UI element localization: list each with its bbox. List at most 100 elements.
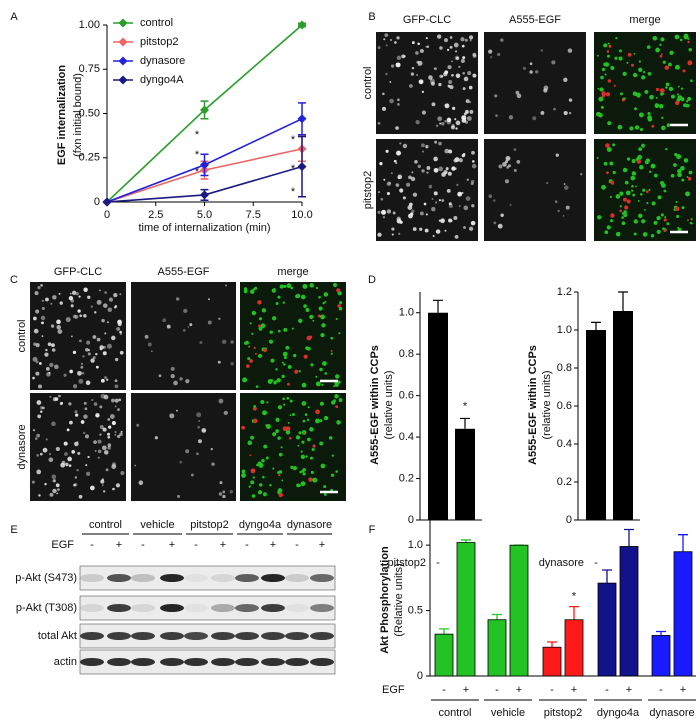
spot bbox=[117, 322, 122, 327]
spot bbox=[443, 170, 448, 175]
spot bbox=[247, 357, 251, 361]
spot bbox=[35, 343, 40, 348]
spot bbox=[322, 361, 327, 366]
spot bbox=[286, 283, 292, 289]
spot bbox=[663, 189, 667, 193]
spot bbox=[276, 471, 280, 474]
spot bbox=[99, 433, 102, 436]
spot bbox=[677, 172, 682, 178]
lane-label: + bbox=[116, 539, 122, 551]
spot bbox=[252, 406, 257, 411]
spot bbox=[49, 395, 52, 398]
spot bbox=[421, 169, 425, 173]
spot bbox=[626, 199, 631, 204]
spot bbox=[646, 45, 651, 49]
spot bbox=[633, 219, 638, 224]
spot bbox=[37, 285, 41, 290]
spot bbox=[621, 216, 624, 219]
point bbox=[297, 114, 307, 124]
spot bbox=[107, 443, 112, 447]
spot bbox=[260, 323, 266, 329]
spot bbox=[638, 67, 643, 72]
spot bbox=[282, 301, 285, 304]
spot bbox=[563, 183, 566, 185]
band bbox=[211, 574, 235, 582]
spot bbox=[610, 65, 615, 71]
spot bbox=[93, 402, 98, 406]
spot bbox=[269, 330, 273, 334]
spot bbox=[334, 382, 339, 387]
spot bbox=[59, 301, 63, 305]
y-tick-label: 0.8 bbox=[557, 362, 572, 374]
spot bbox=[540, 111, 545, 115]
spot bbox=[381, 209, 387, 215]
spot bbox=[409, 202, 413, 207]
spot bbox=[504, 179, 509, 184]
spot bbox=[419, 48, 424, 53]
spot bbox=[379, 162, 383, 166]
spot bbox=[669, 50, 674, 56]
group-label: control bbox=[89, 519, 122, 531]
spot bbox=[433, 67, 437, 71]
spot bbox=[189, 323, 193, 327]
spot bbox=[596, 54, 599, 57]
spot bbox=[269, 484, 272, 487]
x-tick-label: + bbox=[463, 684, 469, 696]
spot bbox=[675, 200, 678, 204]
row-label: p-Akt (T308) bbox=[16, 602, 77, 614]
panel-letter: C bbox=[10, 274, 18, 286]
spot bbox=[116, 327, 121, 331]
spot bbox=[247, 440, 253, 446]
spot bbox=[103, 450, 109, 455]
spot bbox=[249, 322, 252, 325]
spot bbox=[294, 369, 299, 374]
spot bbox=[320, 333, 325, 338]
spot bbox=[494, 94, 498, 98]
spot bbox=[630, 175, 636, 181]
spot bbox=[183, 308, 188, 314]
spot bbox=[309, 427, 314, 432]
spot bbox=[258, 483, 263, 487]
spot bbox=[386, 191, 390, 196]
spot bbox=[415, 120, 420, 125]
spot bbox=[97, 439, 102, 444]
spot bbox=[398, 232, 401, 235]
spot bbox=[323, 493, 327, 496]
spot bbox=[638, 147, 643, 151]
spot bbox=[272, 432, 277, 437]
spot bbox=[50, 302, 53, 305]
spot bbox=[454, 118, 457, 121]
spot bbox=[426, 166, 431, 170]
spot bbox=[609, 195, 612, 198]
spot bbox=[687, 40, 690, 44]
spot bbox=[659, 54, 663, 58]
spot bbox=[676, 93, 679, 96]
spot bbox=[323, 415, 329, 421]
group-label: pitstop2 bbox=[190, 519, 229, 531]
spot bbox=[624, 180, 629, 185]
spot bbox=[440, 218, 445, 224]
spot bbox=[390, 39, 392, 41]
spot bbox=[461, 191, 464, 195]
y-tick-label: 0.8 bbox=[399, 348, 414, 360]
legend-label: dynasore bbox=[140, 55, 185, 67]
spot bbox=[663, 229, 667, 232]
spot bbox=[540, 49, 544, 52]
spot bbox=[45, 297, 49, 302]
x-tick-label: - bbox=[495, 684, 499, 696]
spot bbox=[283, 403, 286, 406]
spot bbox=[629, 126, 634, 131]
spot bbox=[462, 87, 466, 91]
band bbox=[235, 574, 259, 582]
spot bbox=[68, 402, 72, 406]
spot bbox=[650, 163, 656, 169]
spot bbox=[176, 409, 178, 412]
spot bbox=[681, 206, 685, 210]
spot bbox=[286, 382, 290, 386]
spot bbox=[250, 468, 256, 474]
spot bbox=[614, 56, 618, 60]
bar bbox=[564, 619, 584, 677]
x-tick-label: + bbox=[516, 684, 522, 696]
spot bbox=[390, 64, 395, 68]
spot bbox=[683, 34, 689, 40]
